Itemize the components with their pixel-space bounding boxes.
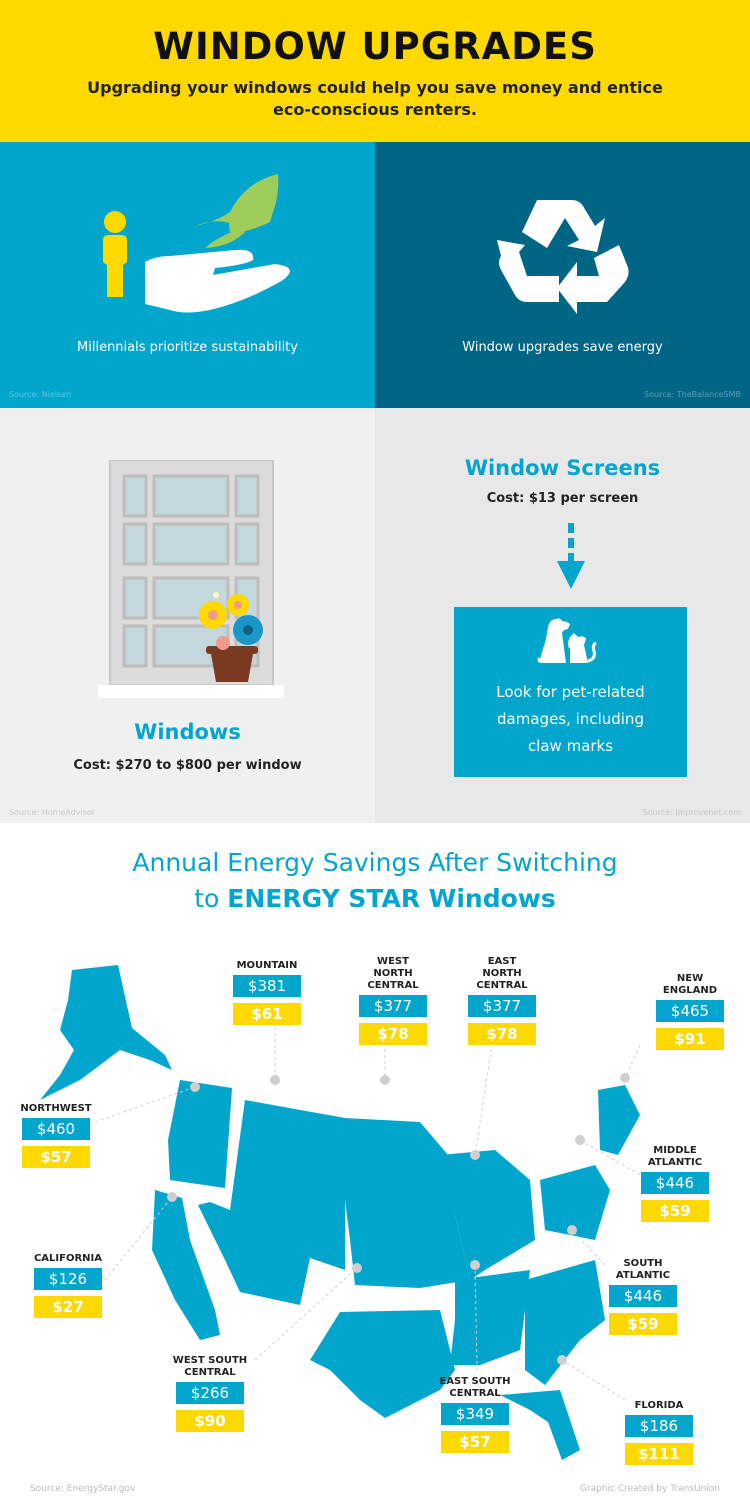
cost-savings-badge: $57 xyxy=(441,1431,509,1453)
windows-panel: Windows Cost: $270 to $800 per window So… xyxy=(0,408,375,823)
graphic-credit: Graphic Created by TransUnion xyxy=(579,1484,720,1494)
region-name: NEW ENGLAND xyxy=(662,973,718,996)
energy-savings-badge: $381 xyxy=(233,975,301,997)
cost-savings-badge: $57 xyxy=(22,1146,90,1168)
region-name: WEST SOUTH CENTRAL xyxy=(172,1355,248,1378)
pet-text-line-2: damages, including xyxy=(497,710,644,728)
map-title-prefix: to xyxy=(194,884,228,913)
source-homeadvisor: Source: HomeAdvisor xyxy=(9,808,96,817)
region-west-south-central: WEST SOUTH CENTRAL $266 $90 xyxy=(170,1355,250,1438)
region-name: EAST SOUTH CENTRAL xyxy=(439,1376,511,1399)
cost-savings-badge: $90 xyxy=(176,1410,244,1432)
map-title-bold: ENERGY STAR Windows xyxy=(227,884,556,913)
subtitle: Upgrading your windows could help you sa… xyxy=(0,77,750,121)
region-name: FLORIDA xyxy=(634,1400,684,1411)
cost-savings-badge: $59 xyxy=(641,1200,709,1222)
flower-pot-icon xyxy=(199,592,263,682)
energy-savings-badge: $186 xyxy=(625,1415,693,1437)
region-name: MOUNTAIN xyxy=(236,960,298,971)
cost-savings-badge: $111 xyxy=(625,1443,693,1465)
millennials-caption: Millennials prioritize sustainability xyxy=(77,340,298,355)
region-name: SOUTH ATLANTIC xyxy=(615,1258,671,1281)
map-title-line-1: Annual Energy Savings After Switching xyxy=(132,848,618,877)
cost-savings-badge: $27 xyxy=(34,1296,102,1318)
energy-savings-badge: $460 xyxy=(22,1118,90,1140)
energy-savings-badge: $377 xyxy=(359,995,427,1017)
source-thebalancesmb: Source: TheBalanceSMB xyxy=(644,390,741,399)
window-screens-title: Window Screens xyxy=(464,456,661,480)
region-new-england: NEW ENGLAND $465 $91 xyxy=(655,973,725,1056)
region-name: MIDDLE ATLANTIC xyxy=(647,1145,703,1168)
millennials-panel: Millennials prioritize sustainability So… xyxy=(0,142,375,408)
windows-title: Windows xyxy=(134,720,241,744)
energy-savings-badge: $266 xyxy=(176,1382,244,1404)
region-middle-atlantic: MIDDLE ATLANTIC $446 $59 xyxy=(640,1145,710,1228)
map-title: Annual Energy Savings After Switching to… xyxy=(0,845,750,917)
cost-savings-badge: $78 xyxy=(359,1023,427,1045)
region-florida: FLORIDA $186 $111 xyxy=(624,1400,694,1471)
header-banner: WINDOW UPGRADES Upgrading your windows c… xyxy=(0,0,750,142)
recycle-icon xyxy=(497,200,629,314)
page-title: WINDOW UPGRADES xyxy=(153,25,597,68)
pet-damage-box: Look for pet-related damages, including … xyxy=(454,607,687,777)
region-name: WEST NORTH CENTRAL xyxy=(367,956,419,991)
region-mountain: MOUNTAIN $381 $61 xyxy=(232,960,302,1031)
region-name: CALIFORNIA xyxy=(33,1253,103,1264)
region-east-north-central: EAST NORTH CENTRAL $377 $78 xyxy=(467,956,537,1051)
cost-savings-badge: $78 xyxy=(468,1023,536,1045)
dog-cat-icon xyxy=(537,618,597,663)
cost-savings-badge: $61 xyxy=(233,1003,301,1025)
pet-text-line-1: Look for pet-related xyxy=(496,683,645,701)
energy-caption: Window upgrades save energy xyxy=(462,340,663,355)
dashed-arrow-down-icon xyxy=(557,523,585,589)
energy-savings-badge: $126 xyxy=(34,1268,102,1290)
source-nielsen: Source: Nielsen xyxy=(9,390,72,399)
subtitle-line-1: Upgrading your windows could help you sa… xyxy=(87,78,663,97)
us-map-icon xyxy=(40,965,641,1460)
person-hand-leaf-icon xyxy=(103,174,290,313)
window-screens-cost: Cost: $13 per screen xyxy=(486,491,639,506)
energy-savings-badge: $446 xyxy=(609,1285,677,1307)
region-california: CALIFORNIA $126 $27 xyxy=(28,1253,108,1324)
pet-text-line-3: claw marks xyxy=(527,737,614,755)
window-icon xyxy=(98,460,284,698)
region-name: EAST NORTH CENTRAL xyxy=(476,956,528,991)
source-energystar: Source: EnergyStar.gov xyxy=(30,1484,136,1494)
energy-savings-badge: $446 xyxy=(641,1172,709,1194)
region-northwest: NORTHWEST $460 $57 xyxy=(16,1103,96,1174)
energy-panel: Window upgrades save energy Source: TheB… xyxy=(375,142,750,408)
subtitle-line-2: eco-conscious renters. xyxy=(273,100,477,119)
region-west-north-central: WEST NORTH CENTRAL $377 $78 xyxy=(358,956,428,1051)
region-south-atlantic: SOUTH ATLANTIC $446 $59 xyxy=(608,1258,678,1341)
cost-savings-badge: $59 xyxy=(609,1313,677,1335)
region-name: NORTHWEST xyxy=(20,1103,92,1114)
energy-savings-badge: $465 xyxy=(656,1000,724,1022)
source-improvenet: Source: Improvenet.com xyxy=(642,808,741,817)
energy-savings-badge: $349 xyxy=(441,1403,509,1425)
pet-damage-text: Look for pet-related damages, including … xyxy=(454,679,687,760)
cost-savings-badge: $91 xyxy=(656,1028,724,1050)
energy-savings-badge: $377 xyxy=(468,995,536,1017)
region-east-south-central: EAST SOUTH CENTRAL $349 $57 xyxy=(435,1376,515,1459)
windows-cost: Cost: $270 to $800 per window xyxy=(73,758,302,773)
